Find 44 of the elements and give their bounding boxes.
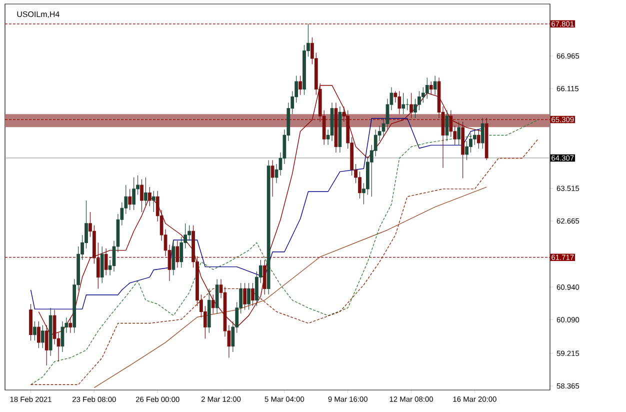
candlestick [152,190,156,212]
candlestick [211,294,215,314]
candlestick [243,282,246,310]
candlestick [262,260,266,295]
candlestick [104,248,108,276]
candlestick [433,75,437,96]
line-series [30,118,483,310]
candlestick [484,118,488,160]
candlestick [100,246,104,284]
candlestick [68,317,72,334]
candlestick [338,106,342,153]
candlestick [270,160,274,197]
candlestick [480,118,484,149]
candlestick [298,75,302,96]
candlestick [207,288,211,334]
candlestick [132,177,136,210]
candlestick [37,321,40,348]
candlestick [176,240,180,268]
candlestick [140,179,144,212]
candlestick [29,304,32,341]
candlestick [33,321,36,341]
candlestick [425,77,429,100]
candlestick [247,282,250,310]
candlestick [429,81,433,96]
candlestick [266,160,270,295]
candlestick [251,282,254,306]
candlestick [144,177,148,207]
candlestick [461,121,464,178]
candlestick [457,121,461,146]
candlestick [476,129,480,149]
candlestick [60,321,64,352]
candlestick [172,240,176,276]
candlestick [40,324,44,348]
candlestick [330,102,334,142]
line-series [94,186,487,388]
candlestick [445,110,449,142]
candlestick [44,324,48,366]
candlestick [128,188,132,210]
candlestick [410,92,413,118]
candlestick [48,308,52,356]
candlestick [402,92,406,114]
candlestick [215,278,219,314]
candlestick [398,90,402,114]
candlestick [148,186,152,207]
